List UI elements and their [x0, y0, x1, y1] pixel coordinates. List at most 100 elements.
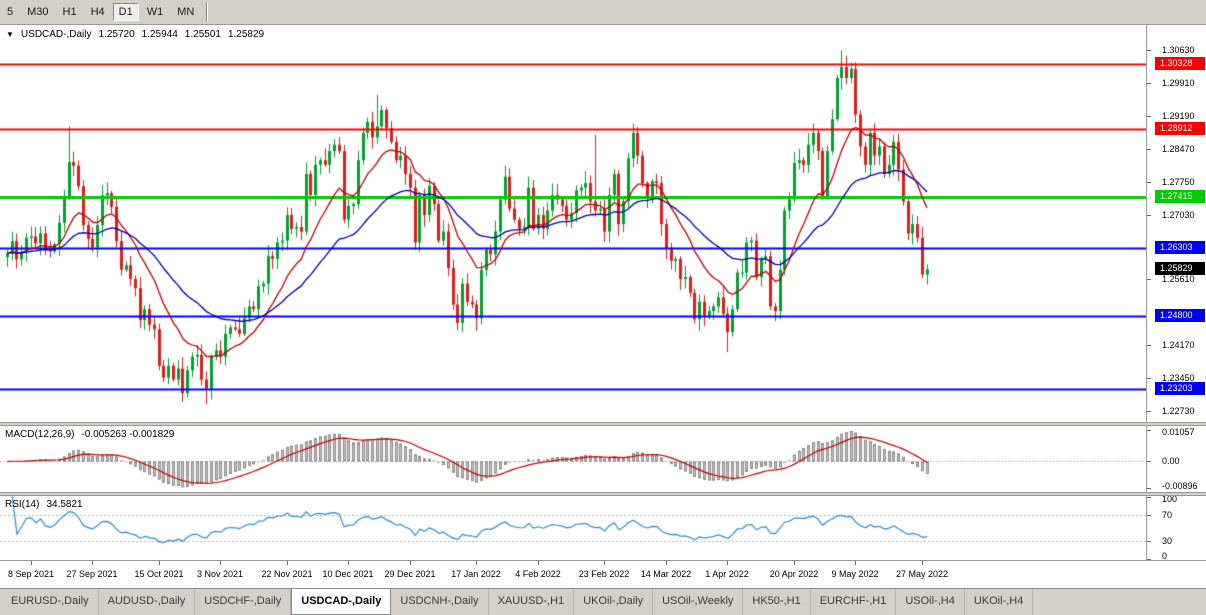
panel-divider-macd[interactable]: [0, 422, 1206, 426]
time-axis[interactable]: 8 Sep 2021 27 Sep 2021 15 Oct 2021 3 Nov 20…: [0, 560, 1206, 588]
chart-tab-usdcad-daily[interactable]: USDCAD-,Daily: [291, 589, 392, 615]
scale-tick-mark: [1147, 50, 1151, 51]
price-level-chip: 1.23203: [1155, 382, 1205, 395]
timeframe-button-m30[interactable]: M30: [27, 6, 49, 18]
chart-tab-usoil-h4[interactable]: USOil-,H4: [896, 589, 965, 615]
scale-tick-mark: [1147, 116, 1151, 117]
rsi-scale-label: 100: [1162, 494, 1178, 504]
scale-tick-mark: [1147, 411, 1151, 412]
time-tick-mark: [538, 561, 539, 565]
price-tick-label: 1.23450: [1162, 373, 1195, 383]
ohlc-low-value: 1.25501: [184, 29, 221, 40]
chart-header: ▼ USDCAD-,Daily 1.25720 1.25944 1.25501 …: [6, 29, 264, 40]
timeframe-button-5[interactable]: 5: [7, 6, 14, 18]
price-level-chip: 1.27415: [1155, 190, 1205, 203]
time-tick-label: 1 Apr 2022: [705, 569, 749, 579]
chart-area: ▼ USDCAD-,Daily 1.25720 1.25944 1.25501 …: [0, 25, 1206, 588]
scale-tick-mark: [1147, 83, 1151, 84]
price-tick-label: 1.24170: [1162, 340, 1195, 350]
ohlc-close-value: 1.25829: [227, 29, 265, 40]
scale-tick-mark: [1147, 488, 1151, 489]
price-level-chip: 1.30328: [1155, 57, 1205, 70]
price-tick-label: 1.30630: [1162, 45, 1195, 55]
chart-tab-usdchf-daily[interactable]: USDCHF-,Daily: [195, 589, 292, 615]
scale-tick-mark: [1147, 515, 1151, 516]
time-tick-mark: [159, 561, 160, 565]
time-tick-mark: [855, 561, 856, 565]
timeframe-button-mn[interactable]: MN: [177, 6, 195, 18]
time-tick-label: 29 Dec 2021: [384, 569, 436, 579]
symbol-dropdown-icon[interactable]: ▼: [6, 29, 14, 39]
chart-tab-eurusd-daily[interactable]: EURUSD-,Daily: [2, 589, 99, 615]
toolbar-separator: [206, 3, 209, 21]
price-chart-canvas[interactable]: [0, 25, 1146, 422]
rsi-value: 34.5821: [46, 499, 83, 510]
time-tick-mark: [727, 561, 728, 565]
chart-tab-audusd-daily[interactable]: AUDUSD-,Daily: [99, 589, 196, 615]
time-tick-mark: [348, 561, 349, 565]
symbol-period-label: USDCAD-,Daily: [20, 29, 92, 40]
time-tick-label: 14 Mar 2022: [640, 569, 692, 579]
rsi-scale-label: 30: [1162, 536, 1173, 546]
price-level-chip: 1.26303: [1155, 241, 1205, 254]
rsi-scale-label: 0: [1162, 551, 1168, 561]
time-tick-mark: [666, 561, 667, 565]
price-tick-label: 1.25610: [1162, 274, 1195, 284]
time-tick-label: 27 May 2022: [895, 569, 949, 579]
chart-tab-ukoil-h4[interactable]: UKOil-,H4: [965, 589, 1034, 615]
chart-tab-usoil-weekly[interactable]: USOil-,Weekly: [653, 589, 744, 615]
price-tick-label: 1.22730: [1162, 406, 1195, 416]
time-tick-label: 3 Nov 2021: [196, 569, 244, 579]
price-level-chip: 1.24800: [1155, 309, 1205, 322]
scale-tick-mark: [1147, 497, 1151, 498]
macd-name-label: MACD(12,26,9): [5, 429, 75, 440]
time-tick-mark: [31, 561, 32, 565]
scale-tick-mark: [1147, 541, 1151, 542]
time-tick-label: 15 Oct 2021: [134, 569, 184, 579]
macd-panel-canvas[interactable]: [0, 426, 1146, 492]
timeframe-button-h1[interactable]: H1: [62, 6, 77, 18]
scale-tick-mark: [1147, 182, 1151, 183]
ohlc-high-value: 1.25944: [141, 29, 178, 40]
chart-tab-eurchf-h1[interactable]: EURCHF-,H1: [811, 589, 897, 615]
rsi-panel-canvas[interactable]: [0, 496, 1146, 560]
time-tick-label: 9 May 2022: [831, 569, 879, 579]
time-tick-mark: [476, 561, 477, 565]
time-tick-label: 8 Sep 2021: [7, 569, 55, 579]
scale-tick-mark: [1147, 461, 1151, 462]
current-price-chip: 1.25829: [1155, 262, 1205, 275]
time-tick-label: 20 Apr 2022: [769, 569, 819, 579]
time-tick-label: 10 Dec 2021: [322, 569, 374, 579]
time-tick-mark: [410, 561, 411, 565]
time-tick-label: 17 Jan 2022: [451, 569, 501, 579]
time-tick-label: 27 Sep 2021: [66, 569, 118, 579]
chart-tab-xauusd-h1[interactable]: XAUUSD-,H1: [489, 589, 575, 615]
timeframe-button-h4[interactable]: H4: [90, 6, 105, 18]
scale-tick-mark: [1147, 215, 1151, 216]
price-level-chip: 1.28912: [1155, 122, 1205, 135]
scale-tick-mark: [1147, 378, 1151, 379]
chart-tab-usdcnh-daily[interactable]: USDCNH-,Daily: [391, 589, 489, 615]
chart-tab-bar: EURUSD-,Daily AUDUSD-,Daily USDCHF-,Daily U…: [0, 588, 1206, 615]
price-tick-label: 1.27030: [1162, 210, 1195, 220]
timeframe-button-w1[interactable]: W1: [146, 6, 164, 18]
chart-tab-ukoil-daily[interactable]: UKOil-,Daily: [574, 589, 654, 615]
price-scale-axis[interactable]: 1.30630 1.29910 1.29190 1.28470 1.27750 1.270…: [1146, 25, 1206, 561]
macd-scale-label: -0.00896: [1162, 481, 1198, 491]
panel-divider-rsi[interactable]: [0, 492, 1206, 496]
time-tick-label: 22 Nov 2021: [261, 569, 313, 579]
price-tick-label: 1.29190: [1162, 111, 1195, 121]
rsi-name-label: RSI(14): [5, 499, 40, 510]
price-tick-label: 1.29910: [1162, 78, 1195, 88]
time-tick-mark: [287, 561, 288, 565]
time-tick-mark: [92, 561, 93, 565]
ohlc-open-value: 1.25720: [98, 29, 135, 40]
timeframe-button-group: 5 M30 H1 H4 D1 W1 MN: [0, 3, 201, 21]
chart-tab-hk50-h1[interactable]: HK50-,H1: [743, 589, 811, 615]
scale-tick-mark: [1147, 430, 1151, 431]
scale-tick-mark: [1147, 345, 1151, 346]
timeframe-button-d1[interactable]: D1: [112, 3, 139, 21]
time-tick-mark: [604, 561, 605, 565]
scale-tick-mark: [1147, 559, 1151, 560]
macd-scale-label: 0.00: [1162, 456, 1180, 466]
